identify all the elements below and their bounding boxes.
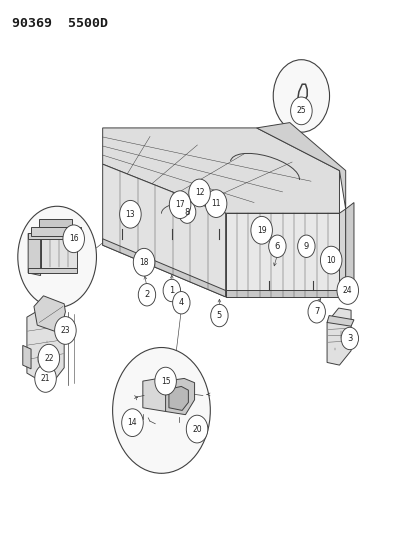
Text: 24: 24 [342, 286, 352, 295]
Polygon shape [28, 233, 76, 239]
Text: 10: 10 [325, 256, 335, 264]
Circle shape [169, 191, 190, 219]
Polygon shape [326, 308, 350, 365]
Text: 2: 2 [144, 290, 149, 299]
Polygon shape [326, 316, 353, 326]
Circle shape [188, 179, 210, 207]
Circle shape [119, 200, 141, 228]
Text: 19: 19 [256, 226, 266, 235]
Circle shape [154, 367, 176, 395]
Polygon shape [225, 213, 339, 297]
Circle shape [250, 216, 272, 244]
Polygon shape [345, 203, 353, 294]
Circle shape [320, 246, 341, 274]
Text: 17: 17 [175, 200, 185, 209]
Circle shape [163, 279, 180, 302]
Circle shape [210, 304, 228, 327]
Polygon shape [23, 345, 31, 369]
Text: 20: 20 [192, 425, 202, 433]
Circle shape [138, 284, 155, 306]
Polygon shape [102, 239, 225, 297]
Circle shape [205, 190, 226, 217]
Circle shape [268, 235, 285, 257]
Circle shape [35, 365, 56, 392]
Circle shape [297, 235, 314, 257]
Text: 3: 3 [347, 334, 351, 343]
Polygon shape [102, 164, 225, 297]
Circle shape [112, 348, 210, 473]
Polygon shape [34, 296, 65, 333]
Text: 4: 4 [178, 298, 183, 307]
Polygon shape [165, 378, 194, 415]
Text: 12: 12 [195, 189, 204, 197]
Circle shape [172, 292, 190, 314]
Polygon shape [40, 239, 76, 268]
Text: 21: 21 [41, 374, 50, 383]
Polygon shape [256, 123, 345, 209]
Polygon shape [39, 219, 72, 227]
Circle shape [307, 301, 325, 323]
Circle shape [273, 60, 329, 132]
Text: 8: 8 [184, 208, 189, 216]
Text: 15: 15 [160, 377, 170, 385]
Circle shape [290, 97, 311, 125]
Polygon shape [28, 268, 76, 273]
Circle shape [178, 201, 195, 223]
Polygon shape [339, 209, 345, 297]
Polygon shape [142, 377, 178, 411]
Circle shape [121, 409, 143, 437]
Polygon shape [31, 227, 81, 236]
Circle shape [186, 415, 207, 443]
Circle shape [133, 248, 154, 276]
Text: 1: 1 [169, 286, 174, 295]
Text: 23: 23 [60, 326, 70, 335]
Polygon shape [27, 304, 64, 386]
Text: 14: 14 [127, 418, 137, 427]
Polygon shape [28, 233, 40, 276]
Polygon shape [169, 386, 188, 410]
Circle shape [55, 317, 76, 344]
Text: 11: 11 [211, 199, 220, 208]
Circle shape [38, 344, 59, 372]
Text: 90369  5500D: 90369 5500D [12, 17, 107, 30]
Text: 6: 6 [274, 242, 279, 251]
Text: 18: 18 [139, 258, 148, 266]
Text: 9: 9 [303, 242, 308, 251]
Text: 16: 16 [69, 235, 78, 243]
Text: 22: 22 [44, 354, 53, 362]
Polygon shape [102, 128, 339, 213]
Circle shape [340, 327, 358, 350]
Circle shape [336, 277, 358, 304]
Polygon shape [225, 290, 339, 297]
Circle shape [63, 225, 84, 253]
Text: 5: 5 [216, 311, 221, 320]
Text: 25: 25 [296, 107, 306, 115]
Text: 7: 7 [313, 308, 318, 316]
Text: 13: 13 [125, 210, 135, 219]
Circle shape [18, 206, 96, 308]
